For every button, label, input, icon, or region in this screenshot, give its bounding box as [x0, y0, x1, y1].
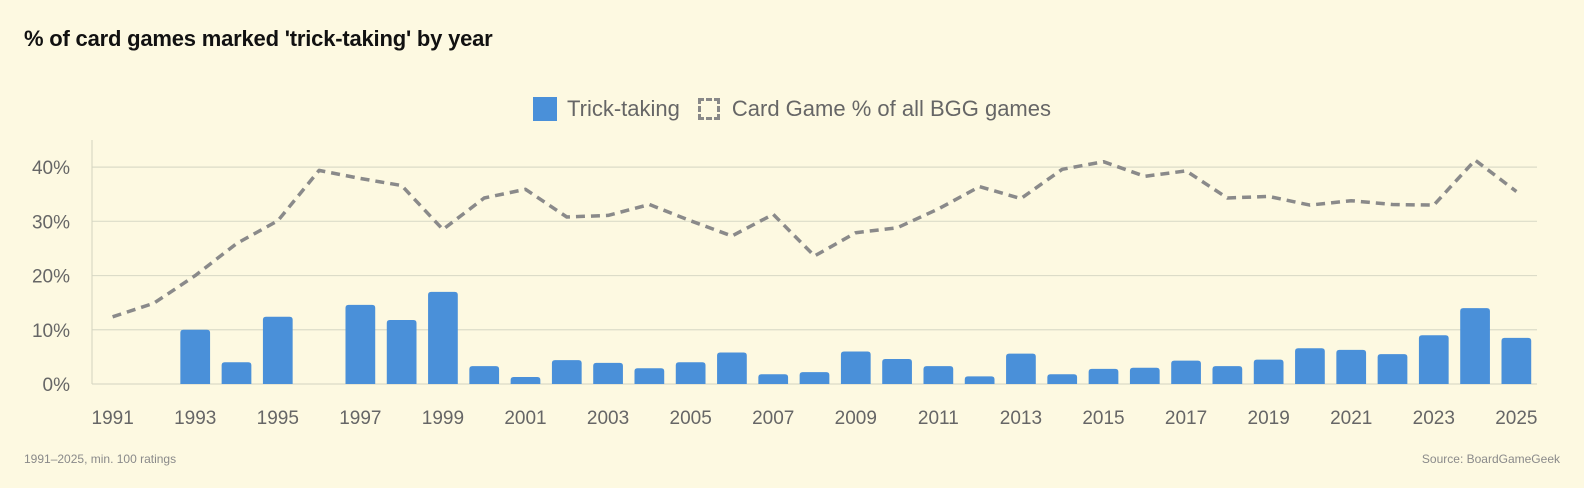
bar-trick-taking	[758, 374, 789, 384]
bar-trick-taking	[799, 372, 830, 384]
x-tick-label: 1993	[174, 408, 216, 429]
bar-trick-taking	[1253, 359, 1284, 384]
x-tick-label: 1997	[339, 408, 381, 429]
bar-trick-taking	[1501, 337, 1532, 384]
legend-label-trick-taking: Trick-taking	[567, 96, 680, 121]
x-tick-label: 2009	[835, 408, 877, 429]
footnote: 1991–2025, min. 100 ratings	[24, 452, 177, 466]
y-tick-label: 40%	[32, 158, 70, 179]
x-tick-label: 2019	[1248, 408, 1290, 429]
x-tick-label: 2005	[670, 408, 712, 429]
x-tick-label: 1991	[92, 408, 134, 429]
x-tick-label: 2017	[1165, 408, 1207, 429]
legend-swatch-dashed	[697, 98, 720, 120]
bar-trick-taking	[923, 366, 954, 384]
x-tick-label: 1999	[422, 408, 464, 429]
bar-trick-taking	[593, 362, 623, 384]
bar-trick-taking	[1129, 367, 1160, 384]
legend: Trick-taking Card Game % of all BGG game…	[0, 96, 1584, 122]
bar-trick-taking	[221, 362, 252, 384]
legend-item-card-game[interactable]: Card Game % of all BGG games	[697, 96, 1051, 122]
y-tick-label: 20%	[32, 267, 70, 288]
x-tick-label: 2025	[1495, 408, 1537, 429]
y-tick-label: 0%	[43, 375, 71, 396]
y-tick-label: 10%	[32, 321, 70, 342]
x-tick-label: 2007	[752, 408, 794, 429]
bar-trick-taking	[345, 304, 376, 384]
x-tick-label: 2023	[1413, 408, 1455, 429]
bar-trick-taking	[1295, 348, 1325, 384]
bar-trick-taking	[1336, 349, 1367, 384]
legend-item-trick-taking[interactable]: Trick-taking	[533, 96, 680, 122]
x-tick-label: 2013	[1000, 408, 1042, 429]
bar-trick-taking	[634, 368, 665, 384]
legend-label-card-game: Card Game % of all BGG games	[731, 96, 1051, 121]
x-tick-label: 1995	[257, 408, 299, 429]
x-tick-label: 2015	[1082, 408, 1124, 429]
bar-trick-taking	[675, 362, 706, 384]
bar-trick-taking	[386, 320, 417, 384]
bar-trick-taking	[1460, 308, 1490, 384]
bar-trick-taking	[510, 376, 541, 384]
x-tick-label: 2011	[918, 408, 959, 429]
bar-trick-taking	[1212, 366, 1243, 384]
bar-trick-taking	[428, 291, 458, 384]
bar-trick-taking	[469, 366, 500, 384]
bar-trick-taking	[1171, 360, 1201, 384]
bar-trick-taking	[717, 352, 747, 384]
bar-trick-taking	[882, 359, 912, 384]
legend-swatch-bar	[533, 97, 557, 121]
bar-trick-taking	[262, 316, 293, 384]
bar-trick-taking	[840, 351, 871, 384]
bar-trick-taking	[1418, 335, 1449, 384]
source-note: Source: BoardGameGeek	[1421, 452, 1560, 466]
x-tick-label: 2003	[587, 408, 629, 429]
x-tick-label: 2001	[504, 408, 546, 429]
x-tick-label: 2021	[1330, 408, 1372, 429]
y-tick-label: 30%	[32, 212, 70, 233]
chart-title: % of card games marked 'trick-taking' by…	[24, 26, 493, 51]
bar-trick-taking	[1377, 354, 1408, 384]
bar-trick-taking	[1006, 353, 1036, 384]
bar-trick-taking	[1088, 368, 1119, 384]
bar-trick-taking	[180, 329, 211, 384]
bar-trick-taking	[551, 360, 582, 384]
line-card-game-share	[112, 158, 1518, 319]
bar-trick-taking	[964, 376, 995, 384]
bar-trick-taking	[1047, 374, 1078, 384]
